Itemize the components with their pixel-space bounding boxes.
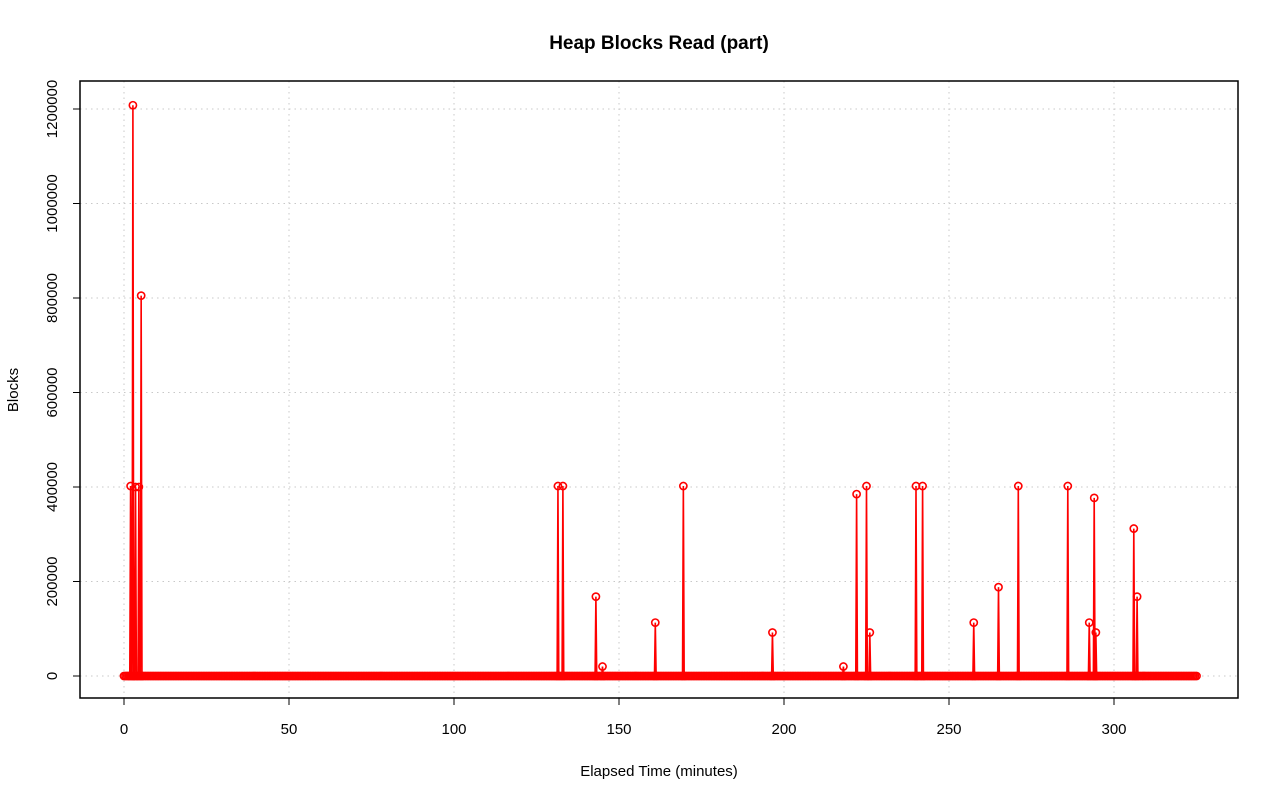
data-point-peak bbox=[1089, 493, 1099, 503]
x-tick-label: 100 bbox=[441, 721, 466, 738]
data-point-peak bbox=[558, 481, 568, 491]
data-point-peak bbox=[1132, 592, 1142, 602]
x-tick-label: 0 bbox=[120, 721, 128, 738]
data-point-peak bbox=[1129, 524, 1139, 533]
x-tick-label: 300 bbox=[1101, 721, 1126, 738]
data-point-peak bbox=[865, 628, 875, 637]
data-point-peak bbox=[1084, 618, 1094, 628]
data-point-peak bbox=[128, 100, 138, 110]
data-point-peak bbox=[768, 628, 777, 637]
data-point-peak bbox=[126, 481, 136, 491]
data-point-peak bbox=[862, 481, 871, 491]
x-axis-label: Elapsed Time (minutes) bbox=[580, 763, 738, 780]
data-point-peak bbox=[650, 618, 660, 628]
data-point-peak bbox=[1063, 481, 1073, 491]
data-point-peak bbox=[994, 582, 1003, 592]
y-tick-label: 0 bbox=[44, 672, 61, 680]
x-tick-label: 50 bbox=[281, 721, 298, 738]
data-point-peak bbox=[591, 592, 601, 602]
data-point bbox=[1192, 671, 1201, 681]
chart-title: Heap Blocks Read (part) bbox=[549, 33, 769, 54]
data-point-peak bbox=[918, 481, 927, 491]
y-tick-label: 1000000 bbox=[44, 174, 61, 232]
grid bbox=[80, 81, 1238, 698]
data-point-peak bbox=[969, 618, 979, 628]
data-point-peak bbox=[553, 481, 563, 491]
data-point-peak bbox=[136, 291, 146, 301]
axes: 0 50 100 150 200 250 300 0 200000 400000 600000 800… bbox=[44, 80, 1127, 738]
data-point-peak bbox=[598, 662, 607, 671]
data-point-peak bbox=[839, 662, 848, 671]
data-point-peak bbox=[134, 482, 144, 492]
y-tick-label: 600000 bbox=[44, 367, 61, 417]
x-tick-label: 200 bbox=[771, 721, 796, 738]
plot-frame bbox=[79, 80, 1239, 699]
y-tick-label: 200000 bbox=[44, 556, 61, 606]
y-tick-label: 1200000 bbox=[44, 80, 61, 138]
data-point-peak bbox=[1013, 481, 1023, 491]
series-line bbox=[124, 105, 1197, 677]
y-tick-label: 800000 bbox=[44, 273, 61, 323]
data-point-peak bbox=[852, 489, 861, 499]
data-point-peak bbox=[131, 482, 140, 492]
series-heap-blocks-read bbox=[119, 100, 1201, 681]
data-point-peak bbox=[678, 481, 688, 491]
x-tick-label: 250 bbox=[936, 721, 961, 738]
y-tick-label: 400000 bbox=[44, 462, 61, 512]
x-tick-label: 150 bbox=[606, 721, 631, 738]
y-axis-label: Blocks bbox=[5, 368, 22, 412]
data-point-peak bbox=[1091, 628, 1101, 637]
